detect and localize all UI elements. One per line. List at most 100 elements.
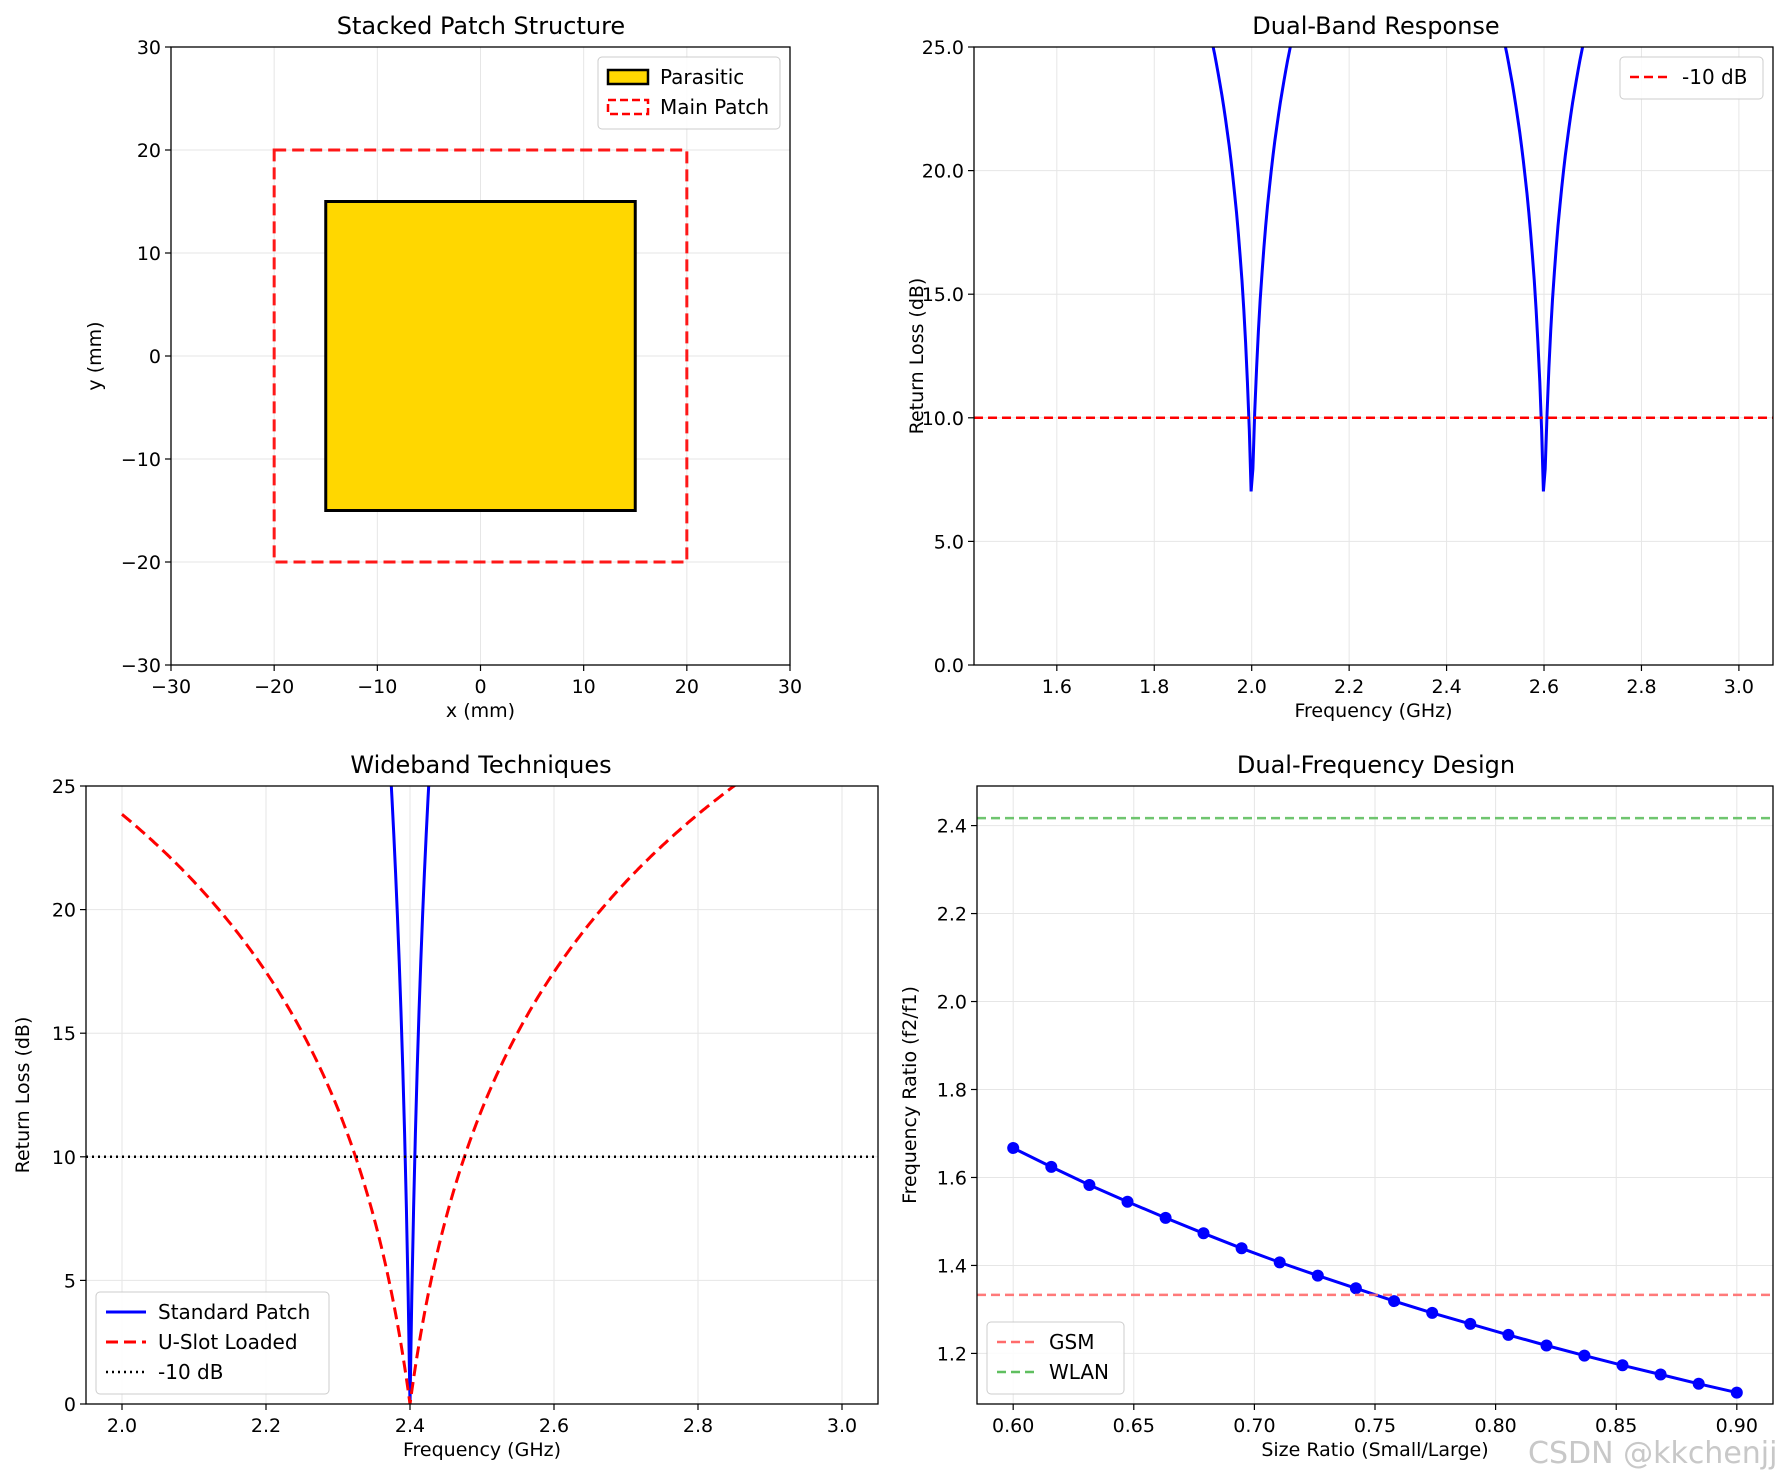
- panel2-xtick-label: 1.6: [1042, 676, 1072, 698]
- panel4-xtick-label: 0.65: [1113, 1415, 1155, 1437]
- panel2-xlabel: Frequency (GHz): [1294, 700, 1452, 722]
- panel1-ytick-label: −30: [121, 655, 161, 677]
- panel3-frame: [85, 785, 879, 1405]
- frequency-ratio-point: [1007, 1142, 1020, 1154]
- u-slot-curve: [121, 786, 737, 1404]
- panel4-ytick-label: 2.0: [937, 992, 967, 1014]
- panel2-ytick-label: 15.0: [922, 284, 964, 306]
- frequency-ratio-point: [1464, 1317, 1477, 1330]
- panel1-legend: Parasitic Main Patch: [597, 56, 781, 130]
- panel2-legend: -10 dB: [1619, 56, 1764, 100]
- legend-label-parasitic: Parasitic: [660, 65, 744, 89]
- panel-dual-band: Dual-Band Response 1.6 1.8 2.0 2.2 2.4 2.6 2.8…: [906, 12, 1774, 722]
- panel2-ytick-label: 5.0: [934, 531, 964, 553]
- panel3-ytick-label: 25: [52, 776, 76, 798]
- panel4-xtick-label: 0.85: [1595, 1415, 1637, 1437]
- panel4-ytick-label: 2.4: [937, 816, 967, 838]
- panel2-ytick-label: 10.0: [922, 408, 964, 430]
- panel4-xtick-label: 0.75: [1354, 1415, 1396, 1437]
- panel2-plot-area: [974, 47, 1773, 492]
- legend-swatch-parasitic: [606, 68, 650, 86]
- panel4-xtick-label: 0.90: [1716, 1415, 1758, 1437]
- panel4-ylabel: Frequency Ratio (f2/f1): [899, 986, 921, 1204]
- panel1-plot-area: [272, 148, 689, 564]
- panel1-ytick-label: 0: [149, 346, 161, 368]
- legend-label-gsm: GSM: [1049, 1330, 1094, 1354]
- panel-stacked-patch: Stacked Patch Structure −30 −20 −10 0 10 20 30…: [84, 12, 802, 722]
- legend-swatch-main-patch: [606, 98, 650, 116]
- panel4-ytick-label: 1.6: [937, 1167, 967, 1189]
- panel4-xtick-label: 0.80: [1474, 1415, 1516, 1437]
- frequency-ratio-point: [1502, 1328, 1515, 1341]
- panel4-title: Dual-Frequency Design: [1237, 751, 1515, 779]
- panel3-xtick-label: 3.0: [827, 1415, 857, 1437]
- panel2-xtick-label: 2.8: [1626, 676, 1656, 698]
- panel1-ytick-label: 10: [137, 243, 161, 265]
- frequency-ratio-point: [1654, 1368, 1667, 1381]
- panel4-xtick-label: 0.70: [1233, 1415, 1275, 1437]
- frequency-ratio-point: [1311, 1269, 1324, 1282]
- panel1-title: Stacked Patch Structure: [337, 12, 625, 40]
- frequency-ratio-point: [1121, 1195, 1134, 1208]
- panel3-xtick-label: 2.2: [251, 1415, 281, 1437]
- panel1-xtick-label: 30: [778, 676, 802, 698]
- parasitic-patch-rect: [324, 200, 637, 512]
- panel3-legend: Standard Patch U-Slot Loaded -10 dB: [95, 1291, 330, 1395]
- panel4-xlabel: Size Ratio (Small/Large): [1261, 1439, 1488, 1461]
- panel2-ytick-label: 20.0: [922, 161, 964, 183]
- frequency-ratio-point: [1616, 1359, 1629, 1372]
- panel4-legend-box: [986, 1321, 1125, 1395]
- panel3-xtick-label: 2.8: [683, 1415, 713, 1437]
- legend-label-wlan: WLAN: [1049, 1360, 1109, 1384]
- frequency-ratio-point: [1197, 1227, 1210, 1240]
- panel-dual-frequency: Dual-Frequency Design 0.60 0.65 0.70 0.75 0.…: [899, 751, 1774, 1461]
- panel2-xtick-label: 2.4: [1431, 676, 1461, 698]
- frequency-ratio-point: [1349, 1282, 1362, 1295]
- panel1-ytick-label: 20: [137, 140, 161, 162]
- frequency-ratio-point: [1235, 1242, 1248, 1255]
- panel3-ylabel: Return Loss (dB): [12, 1017, 34, 1174]
- panel1-xtick-label: −30: [151, 676, 191, 698]
- panel3-plot-area: [86, 786, 878, 1404]
- main-patch-rect: [272, 148, 689, 564]
- frequency-ratio-point: [1388, 1295, 1401, 1308]
- frequency-ratio-point: [1730, 1386, 1743, 1399]
- panel2-xtick-label: 1.8: [1139, 676, 1169, 698]
- panel-wideband: Wideband Techniques 2.0 2.2 2.4 2.6 2.8 3.0 0 5…: [12, 751, 879, 1461]
- panel3-xtick-label: 2.4: [395, 1415, 425, 1437]
- panel1-ylabel: y (mm): [84, 321, 106, 390]
- panel2-title: Dual-Band Response: [1252, 12, 1499, 40]
- panel1-xlabel: x (mm): [446, 700, 515, 722]
- panel1-xtick-label: 0: [474, 676, 486, 698]
- frequency-ratio-point: [1273, 1256, 1286, 1269]
- panel2-xtick-label: 2.0: [1237, 676, 1267, 698]
- panel4-ytick-label: 1.4: [937, 1255, 967, 1277]
- legend-label-main-patch: Main Patch: [660, 95, 769, 119]
- legend-label-standard-patch: Standard Patch: [158, 1300, 310, 1324]
- panel1-xtick-label: −10: [357, 676, 397, 698]
- panel1-ytick-label: −10: [121, 449, 161, 471]
- panel3-title: Wideband Techniques: [350, 751, 611, 779]
- frequency-ratio-point: [1426, 1306, 1439, 1319]
- legend-label-u-slot-loaded: U-Slot Loaded: [158, 1330, 298, 1354]
- panel4-xtick-label: 0.60: [992, 1415, 1034, 1437]
- panel2-xtick-label: 3.0: [1724, 676, 1754, 698]
- watermark-text: CSDN @kkchenjj: [1528, 1436, 1777, 1471]
- panel1-ytick-label: −20: [121, 552, 161, 574]
- panel3-ytick-label: 5: [64, 1270, 76, 1292]
- panel3-ytick-label: 15: [52, 1023, 76, 1045]
- panel4-ytick-label: 1.8: [937, 1080, 967, 1102]
- panel1-xtick-label: 20: [675, 676, 699, 698]
- panel4-ytick-label: 2.2: [937, 904, 967, 926]
- panel1-xtick-label: 10: [572, 676, 596, 698]
- panel2-frame: [973, 46, 1774, 666]
- panel3-xlabel: Frequency (GHz): [403, 1439, 561, 1461]
- panel2-ylabel: Return Loss (dB): [906, 278, 928, 435]
- frequency-ratio-point: [1540, 1339, 1553, 1352]
- panel2-ytick-label: 0.0: [934, 655, 964, 677]
- frequency-ratio-point: [1045, 1160, 1058, 1173]
- panel4-legend: GSM WLAN: [986, 1321, 1125, 1395]
- legend-label--10-db: -10 dB: [158, 1360, 223, 1384]
- panel1-xtick-label: −20: [254, 676, 294, 698]
